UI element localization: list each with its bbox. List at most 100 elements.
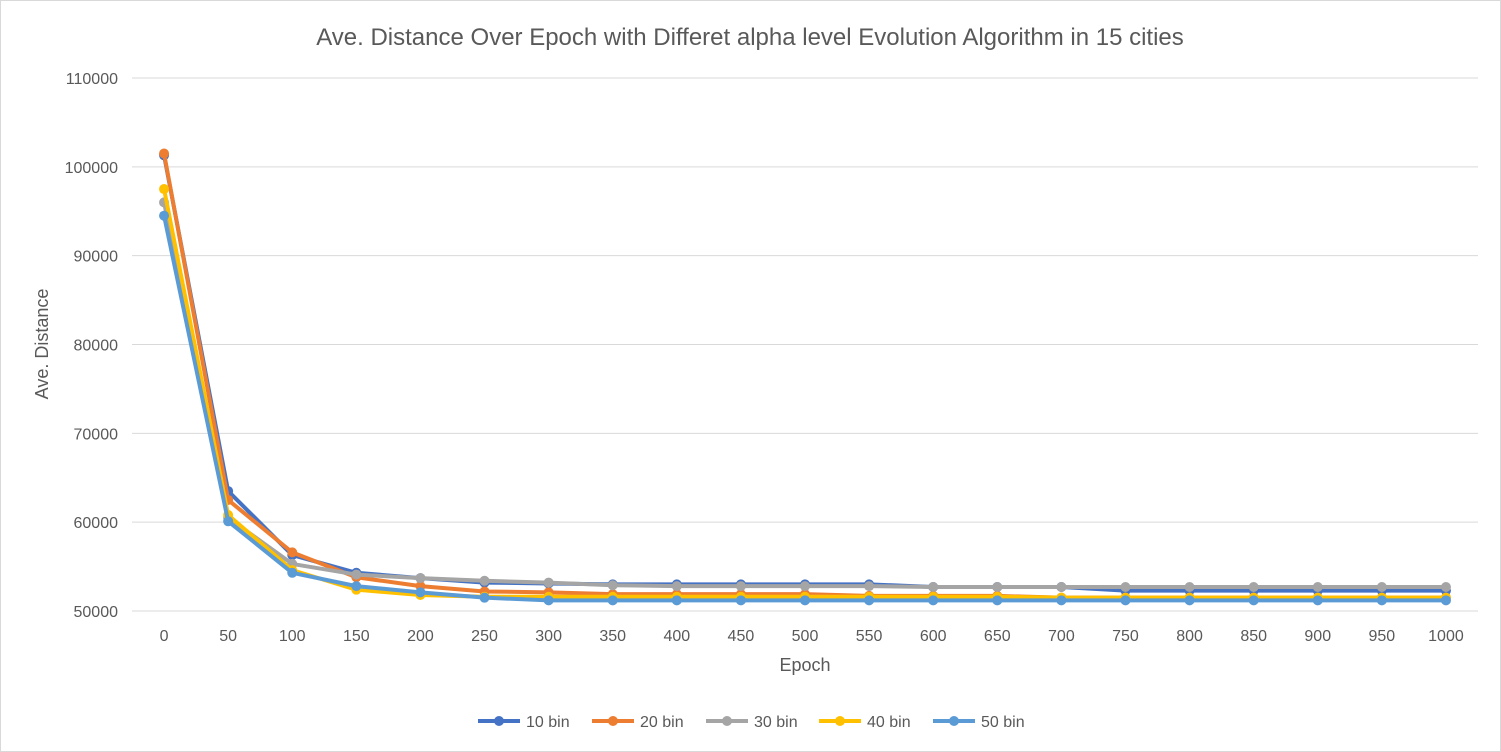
series-line [162, 200, 1448, 590]
x-tick-label: 650 [984, 628, 1011, 645]
data-point [800, 595, 810, 606]
data-point [479, 575, 490, 586]
data-point [1248, 582, 1259, 593]
x-tick-label: 800 [1176, 628, 1203, 645]
data-point [607, 595, 618, 606]
data-point [223, 516, 234, 527]
chart-title: Ave. Distance Over Epoch with Differet a… [316, 24, 1184, 51]
x-tick-label: 250 [471, 628, 498, 645]
legend-label: 50 bin [981, 714, 1025, 731]
series-30-bin [159, 197, 1451, 593]
data-point [992, 595, 1003, 606]
x-tick-label: 300 [535, 628, 562, 645]
x-tick-label: 0 [160, 628, 169, 645]
y-axis-ticks: 50000 60000 70000 80000 90000 100000 110000 [65, 71, 118, 621]
y-tick-label: 80000 [74, 338, 119, 355]
data-point [1056, 595, 1067, 606]
data-point [1184, 582, 1195, 593]
legend-marker [608, 716, 618, 726]
data-point [735, 581, 746, 592]
data-point [543, 595, 554, 606]
x-axis-ticks: 0 50 100 150 200 250 300 350 400 450 500 550 600 650 7… [160, 628, 1464, 645]
y-tick-label: 100000 [65, 160, 118, 177]
legend-label: 10 bin [526, 714, 570, 731]
data-point [735, 595, 746, 606]
data-point [671, 581, 682, 592]
legend-label: 20 bin [640, 714, 684, 731]
legend-marker [949, 716, 959, 726]
data-point [1376, 582, 1387, 593]
x-tick-label: 950 [1369, 628, 1396, 645]
x-tick-label: 350 [599, 628, 626, 645]
data-point [287, 547, 298, 558]
data-point [1248, 595, 1259, 606]
x-tick-label: 850 [1240, 628, 1267, 645]
x-tick-label: 50 [219, 628, 237, 645]
legend-item: 20 bin [592, 714, 684, 731]
data-point [1184, 595, 1195, 606]
data-point [607, 580, 618, 591]
data-point [1312, 595, 1323, 606]
data-point [864, 581, 875, 592]
series-50-bin [159, 210, 1451, 606]
data-point [1056, 582, 1067, 593]
data-point [415, 587, 426, 598]
legend-marker [722, 716, 732, 726]
x-tick-label: 100 [279, 628, 306, 645]
legend-label: 40 bin [867, 714, 911, 731]
legend-label: 30 bin [754, 714, 798, 731]
x-tick-label: 700 [1048, 628, 1075, 645]
legend: 10 bin 20 bin 30 bin 40 bin 50 bin [478, 714, 1025, 731]
data-point [1440, 595, 1451, 606]
legend-marker [494, 716, 504, 726]
legend-marker [835, 716, 845, 726]
y-tick-label: 50000 [74, 604, 119, 621]
x-tick-label: 600 [920, 628, 947, 645]
data-point [159, 184, 170, 195]
series-line [162, 153, 1448, 593]
series-line [162, 151, 1448, 600]
data-point [159, 148, 170, 159]
x-axis-title: Epoch [779, 655, 830, 675]
series-line [162, 187, 1448, 600]
x-tick-label: 550 [856, 628, 883, 645]
series-20-bin [159, 148, 1451, 603]
data-point [928, 595, 939, 606]
series-40-bin [159, 184, 1451, 603]
series-10-bin [159, 150, 1451, 596]
series-layer [159, 148, 1451, 606]
data-point [415, 573, 426, 584]
x-tick-label: 750 [1112, 628, 1139, 645]
x-tick-label: 1000 [1428, 628, 1464, 645]
data-point [992, 582, 1003, 593]
x-tick-label: 400 [663, 628, 690, 645]
y-tick-label: 60000 [74, 515, 119, 532]
data-point [800, 581, 810, 592]
data-point [1440, 582, 1451, 593]
data-point [1120, 595, 1131, 606]
data-point [1120, 582, 1131, 593]
x-tick-label: 450 [728, 628, 755, 645]
data-point [479, 592, 490, 603]
y-tick-label: 110000 [66, 71, 118, 88]
legend-item: 30 bin [706, 714, 798, 731]
x-tick-label: 150 [343, 628, 370, 645]
x-tick-label: 900 [1304, 628, 1331, 645]
y-tick-label: 90000 [74, 249, 119, 266]
data-point [351, 581, 362, 592]
x-tick-label: 200 [407, 628, 434, 645]
data-point [159, 210, 170, 221]
series-line [162, 213, 1448, 603]
data-point [287, 567, 298, 578]
gridlines [132, 77, 1478, 612]
y-tick-label: 70000 [74, 426, 119, 443]
data-point [351, 569, 362, 580]
data-point [543, 577, 554, 588]
data-point [671, 595, 682, 606]
data-point [928, 582, 939, 593]
legend-item: 40 bin [819, 714, 911, 731]
legend-item: 10 bin [478, 714, 570, 731]
y-axis-title: Ave. Distance [32, 289, 52, 400]
